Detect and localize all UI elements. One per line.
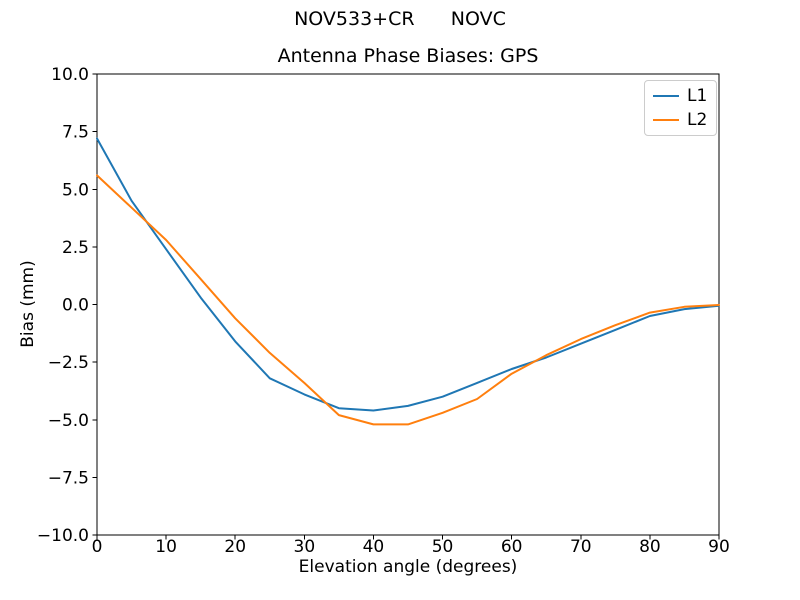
line-l2 [96, 174, 720, 426]
y-tick-label: 10.0 [51, 65, 89, 85]
legend-line-sample-l2 [653, 119, 679, 121]
y-axis-label: Bias (mm) [18, 260, 38, 348]
legend-label: L1 [687, 86, 708, 106]
x-tick-label: 30 [294, 537, 316, 557]
y-tick-label: −5.0 [48, 411, 89, 431]
x-tick-label: 70 [570, 537, 592, 557]
x-tick-label: 50 [432, 537, 454, 557]
y-tick-label: 2.5 [62, 238, 89, 258]
legend-item-l1: L1 [653, 86, 707, 106]
legend-line-sample-l1 [653, 95, 679, 97]
legend: L1 L2 [644, 80, 718, 136]
x-tick-label: 80 [639, 537, 661, 557]
x-tick-label: 60 [501, 537, 523, 557]
x-tick-label: 10 [155, 537, 177, 557]
y-tick-label: 5.0 [62, 180, 89, 200]
line-l1 [96, 137, 720, 412]
y-tick-label: −2.5 [48, 353, 89, 373]
x-tick-label: 0 [92, 537, 103, 557]
y-tick-label: −7.5 [48, 468, 89, 488]
legend-label: L2 [687, 110, 708, 130]
x-axis-label: Elevation angle (degrees) [298, 557, 518, 577]
y-tick-label: 0.0 [62, 296, 89, 316]
legend-item-l2: L2 [653, 110, 707, 130]
axes-frame [96, 73, 720, 536]
y-tick-label: 7.5 [62, 123, 89, 143]
x-tick-label: 20 [224, 537, 246, 557]
x-tick-label: 90 [708, 537, 730, 557]
y-tick-label: −10.0 [37, 526, 89, 546]
figure-suptitle: NOV533+CR NOVC [294, 8, 506, 30]
chart-title: Antenna Phase Biases: GPS [277, 45, 539, 67]
x-tick-label: 40 [363, 537, 385, 557]
